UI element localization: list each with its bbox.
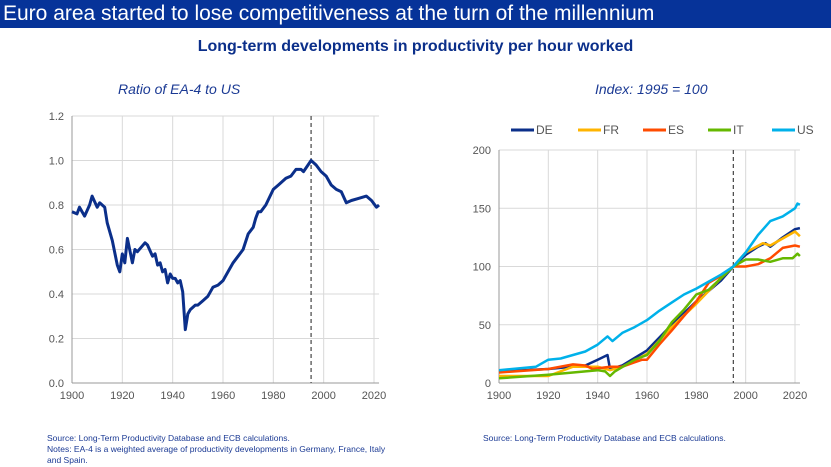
y-tick-label: 0.2 bbox=[49, 334, 64, 346]
x-tick-label: 2020 bbox=[362, 390, 386, 402]
y-tick-label: 0.8 bbox=[49, 200, 64, 212]
x-tick-label: 2000 bbox=[733, 390, 757, 402]
right-source: Source: Long-Term Productivity Database … bbox=[483, 433, 726, 443]
y-tick-label: 1.0 bbox=[49, 156, 64, 168]
x-tick-label: 2020 bbox=[783, 390, 807, 402]
legend-label-fr: FR bbox=[603, 123, 619, 137]
series-line-it bbox=[498, 252, 801, 380]
y-tick-label: 50 bbox=[479, 320, 491, 332]
x-tick-label: 1960 bbox=[211, 390, 235, 402]
chart-0: 1900 1920 1940 1960 1980 2000 2020 0.0 0.2 0.4 0.6… bbox=[49, 111, 387, 402]
left-notes-text: Notes: EA-4 is a weighted average of pro… bbox=[47, 444, 386, 465]
x-tick-label: 2000 bbox=[311, 390, 335, 402]
y-tick-label: 0.4 bbox=[49, 289, 64, 301]
x-tick-label: 1980 bbox=[684, 390, 708, 402]
y-tick-label: 100 bbox=[473, 262, 491, 274]
x-tick-label: 1960 bbox=[635, 390, 659, 402]
y-tick-label: 0.0 bbox=[49, 378, 64, 390]
left-chart-title: Ratio of EA-4 to US bbox=[118, 81, 241, 97]
y-tick-label: 0.6 bbox=[49, 245, 64, 257]
x-tick-label: 1920 bbox=[536, 390, 560, 402]
legend-label-es: ES bbox=[668, 123, 684, 137]
slide-title: Euro area started to lose competitivenes… bbox=[0, 0, 831, 28]
y-tick-label: 150 bbox=[473, 203, 491, 215]
x-tick-label: 1900 bbox=[60, 390, 84, 402]
y-tick-label: 0 bbox=[485, 378, 491, 390]
left-source-text: Source: Long-Term Productivity Database … bbox=[47, 433, 290, 443]
y-tick-label: 200 bbox=[473, 145, 491, 157]
x-tick-label: 1940 bbox=[160, 390, 184, 402]
series-line-us bbox=[498, 202, 801, 372]
y-tick-label: 1.2 bbox=[49, 111, 64, 123]
x-tick-label: 1940 bbox=[585, 390, 609, 402]
legend-label-de: DE bbox=[536, 123, 553, 137]
right-chart-title: Index: 1995 = 100 bbox=[595, 81, 708, 97]
series-line-ratio bbox=[71, 159, 380, 332]
slide-subtitle: Long-term developments in productivity p… bbox=[197, 38, 634, 55]
left-source: Source: Long-Term Productivity Database … bbox=[47, 433, 397, 466]
x-tick-label: 1920 bbox=[110, 390, 134, 402]
chart-1: 1900 1920 1940 1960 1980 2000 2020 0 50 100 150 200… bbox=[473, 123, 814, 402]
legend-label-it: IT bbox=[733, 123, 744, 137]
legend-label-us: US bbox=[797, 123, 814, 137]
x-tick-label: 1900 bbox=[487, 390, 511, 402]
x-tick-label: 1980 bbox=[261, 390, 285, 402]
series-line-fr bbox=[499, 230, 801, 378]
